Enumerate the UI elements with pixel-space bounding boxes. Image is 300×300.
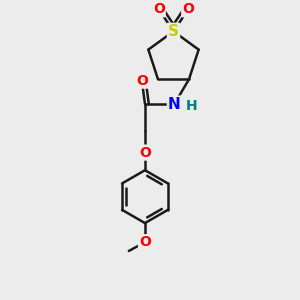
Text: S: S (168, 24, 179, 39)
Text: O: O (139, 146, 151, 160)
Text: H: H (185, 100, 197, 113)
Text: N: N (168, 97, 181, 112)
Text: O: O (139, 235, 151, 249)
Text: O: O (136, 74, 148, 88)
Text: O: O (182, 2, 194, 16)
Text: O: O (153, 2, 165, 16)
